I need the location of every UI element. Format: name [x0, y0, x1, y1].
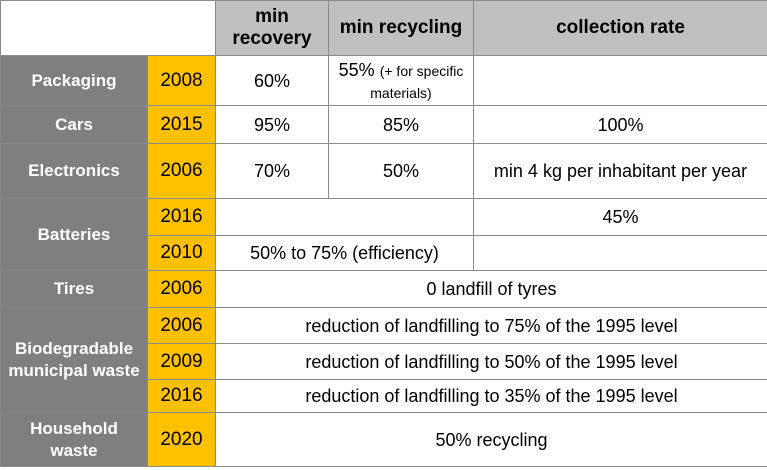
- category-household: Household waste: [0, 412, 148, 467]
- year-tires: 2006: [147, 270, 216, 308]
- batteries-2016-recovery-recycling: [215, 198, 474, 236]
- table-row-household: Household waste 2020 50% recycling: [0, 412, 767, 467]
- electronics-min-recovery: 70%: [215, 143, 329, 199]
- batteries-2010-collection-rate: [473, 235, 767, 271]
- header-corner: [0, 0, 216, 56]
- tires-target: 0 landfill of tyres: [215, 270, 767, 308]
- header-min-recovery: min recovery: [215, 0, 329, 56]
- electronics-collection-rate: min 4 kg per inhabitant per year: [473, 143, 767, 199]
- category-biodegradable: Biodegradable municipal waste: [0, 307, 148, 413]
- batteries-2016-collection-rate: 45%: [473, 198, 767, 236]
- table-row-cars: Cars 2015 95% 85% 100%: [0, 105, 767, 144]
- category-electronics: Electronics: [0, 143, 148, 199]
- year-batteries-2016: 2016: [147, 198, 216, 236]
- table-row-biodegradable-2016: 2016 reduction of landfilling to 35% of …: [1, 379, 767, 413]
- packaging-min-recycling: 55% (+ for specific materials): [328, 55, 474, 106]
- cars-collection-rate: 100%: [473, 105, 767, 144]
- category-tires: Tires: [0, 270, 148, 308]
- header-row: min recovery min recycling collection ra…: [0, 0, 767, 56]
- category-packaging: Packaging: [0, 55, 148, 106]
- packaging-collection-rate: [473, 55, 767, 106]
- biodegradable-2016-target: reduction of landfilling to 35% of the 1…: [215, 379, 767, 413]
- year-cars: 2015: [147, 105, 216, 144]
- packaging-min-recycling-note: (+ for specific materials): [370, 62, 464, 101]
- header-min-recycling: min recycling: [328, 0, 474, 56]
- batteries-2010-recovery-recycling: 50% to 75% (efficiency): [215, 235, 474, 271]
- household-target: 50% recycling: [215, 412, 767, 467]
- table-row-batteries-2010: 2010 50% to 75% (efficiency): [1, 235, 767, 271]
- table-row-biodegradable-2009: 2009 reduction of landfilling to 50% of …: [1, 343, 767, 380]
- year-household: 2020: [147, 412, 216, 467]
- packaging-min-recovery: 60%: [215, 55, 329, 106]
- category-batteries: Batteries: [0, 198, 148, 271]
- category-cars: Cars: [0, 105, 148, 144]
- cars-min-recycling: 85%: [328, 105, 474, 144]
- packaging-min-recycling-value: 55%: [338, 59, 375, 80]
- year-biodegradable-2009: 2009: [147, 343, 216, 380]
- cars-min-recovery: 95%: [215, 105, 329, 144]
- year-electronics: 2006: [147, 143, 216, 199]
- table-row-tires: Tires 2006 0 landfill of tyres: [0, 270, 767, 308]
- electronics-min-recycling: 50%: [328, 143, 474, 199]
- table-row-packaging: Packaging 2008 60% 55% (+ for specific m…: [0, 55, 767, 106]
- biodegradable-2006-target: reduction of landfilling to 75% of the 1…: [215, 307, 767, 344]
- header-collection-rate: collection rate: [473, 0, 767, 56]
- table-row-electronics: Electronics 2006 70% 50% min 4 kg per in…: [0, 143, 767, 199]
- table-row-biodegradable-2006: Biodegradable municipal waste 2006 reduc…: [0, 307, 767, 413]
- table-row-batteries-2016: Batteries 2016 45%: [0, 198, 767, 271]
- year-packaging: 2008: [147, 55, 216, 106]
- biodegradable-2009-target: reduction of landfilling to 50% of the 1…: [215, 343, 767, 380]
- year-biodegradable-2006: 2006: [147, 307, 216, 344]
- year-biodegradable-2016: 2016: [147, 379, 216, 413]
- year-batteries-2010: 2010: [147, 235, 216, 271]
